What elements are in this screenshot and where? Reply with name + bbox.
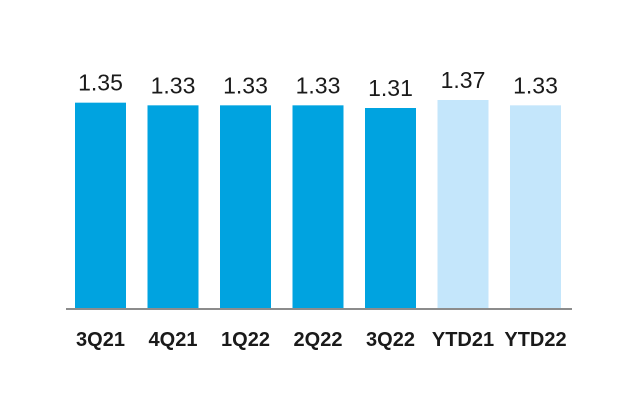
category-labels-layer: 3Q21 4Q21 1Q22 2Q22 3Q22 YTD21 YTD22 [76, 329, 567, 351]
category-label-1q22: 1Q22 [221, 329, 270, 351]
category-label-4q21: 4Q21 [149, 329, 198, 351]
bar-1q22 [220, 105, 271, 308]
value-label-ytd21: 1.37 [441, 67, 486, 93]
bar-2q22 [292, 105, 344, 308]
bar-ytd21 [437, 100, 489, 308]
bar-4q21 [147, 105, 199, 308]
category-label-ytd21: YTD21 [432, 329, 494, 351]
value-label-3q22: 1.31 [368, 75, 413, 101]
bar-3q21 [75, 102, 126, 309]
category-label-2q22: 2Q22 [294, 329, 343, 351]
value-label-ytd22: 1.33 [513, 72, 558, 98]
category-label-3q21: 3Q21 [76, 329, 125, 351]
bars-layer [75, 100, 561, 309]
bar-3q22 [365, 108, 416, 308]
value-labels-layer: 1.35 1.33 1.33 1.33 1.31 1.37 1.33 [78, 67, 558, 101]
value-label-1q22: 1.33 [223, 72, 268, 98]
category-label-3q22: 3Q22 [366, 329, 415, 351]
value-label-2q22: 1.33 [296, 72, 341, 98]
bar-ytd22 [510, 105, 561, 308]
value-label-4q21: 1.33 [151, 72, 196, 98]
category-label-ytd22: YTD22 [504, 329, 566, 351]
value-label-3q21: 1.35 [78, 70, 123, 96]
